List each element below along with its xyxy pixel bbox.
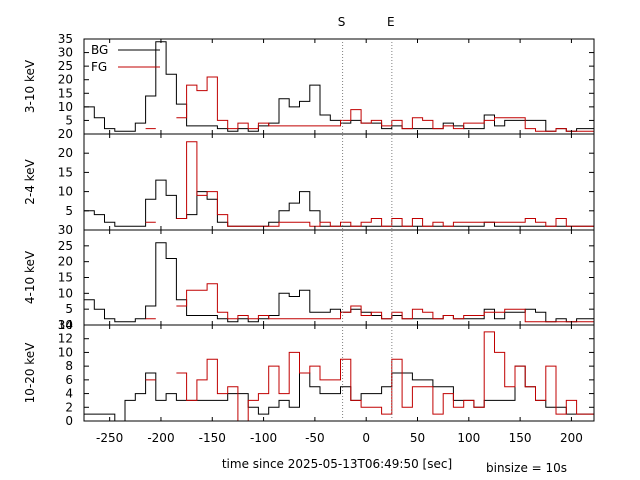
series-bg-line (84, 365, 594, 422)
series-bg-line (84, 242, 594, 323)
panel-frame (83, 38, 595, 135)
x-tick-label: 0 (362, 431, 370, 445)
y-tick-label: 15 (58, 86, 73, 100)
panel-2: 5 10 15 20 30 2-4 keV (23, 133, 595, 237)
y-tick-label: 25 (58, 239, 73, 253)
y-tick-label: 20 (58, 255, 73, 269)
y-tick-label: 15 (58, 271, 73, 285)
legend-label-bg: BG (91, 43, 108, 57)
y-tick-label: 30 (58, 223, 73, 237)
x-tick-label: 50 (410, 431, 425, 445)
binsize-label: binsize = 10s (486, 461, 567, 475)
series-fg-line (145, 331, 594, 422)
y-tick-label: 5 (65, 113, 73, 127)
y-tick-label: 5 (65, 204, 73, 218)
x-axis-label: time since 2025-05-13T06:49:50 [sec] (222, 457, 452, 471)
y-tick-label: 20 (58, 146, 73, 160)
y-tick-label: 6 (65, 373, 73, 387)
y-tick-label: 4 (65, 387, 73, 401)
panel-frame (83, 324, 595, 422)
y-tick-label: 14 (58, 318, 73, 332)
y-axis-label: 3-10 keV (23, 59, 37, 113)
y-tick-label: 30 (58, 46, 73, 60)
y-axis-label: 10-20 keV (23, 342, 37, 404)
y-tick-label: 10 (58, 100, 73, 114)
panel-frame (83, 133, 595, 231)
y-tick-label: 10 (58, 345, 73, 359)
series-fg-line (145, 76, 594, 132)
y-tick-label: 20 (58, 73, 73, 87)
y-tick-label: 25 (58, 59, 73, 73)
y-tick-label: 15 (58, 165, 73, 179)
y-tick-label: 20 (58, 127, 73, 141)
y-axis-label: 2-4 keV (23, 158, 37, 204)
legend-label-fg: FG (91, 60, 107, 74)
marker-s-label: S (338, 15, 346, 29)
y-tick-label: 5 (65, 302, 73, 316)
y-tick-label: 8 (65, 359, 73, 373)
x-tick-label: -200 (147, 431, 174, 445)
x-tick-label: -150 (199, 431, 226, 445)
y-tick-label: 30 (58, 318, 73, 332)
x-tick-label: -250 (96, 431, 123, 445)
x-tick-label: 150 (509, 431, 532, 445)
y-tick-label: 10 (58, 286, 73, 300)
x-tick-label: -50 (305, 431, 325, 445)
series-fg-line (145, 141, 594, 227)
y-tick-label: 35 (58, 32, 73, 46)
marker-e-label: E (387, 15, 395, 29)
legend: BG FG (91, 43, 160, 74)
x-tick-label: 200 (560, 431, 583, 445)
series-bg-line (84, 179, 594, 227)
y-axis-label: 4-10 keV (23, 250, 37, 304)
series-bg-line (84, 41, 594, 132)
series-fg-line (145, 283, 594, 323)
y-tick-label: 10 (58, 185, 73, 199)
y-tick-label: 0 (65, 414, 73, 428)
x-axis: -250 -200 -150 -100 -50 0 50 100 150 200 (96, 431, 583, 445)
panel-frame (83, 229, 595, 326)
x-tick-label: 100 (457, 431, 480, 445)
x-tick-label: -100 (250, 431, 277, 445)
y-tick-label: 2 (65, 400, 73, 414)
y-tick-label: 12 (58, 332, 73, 346)
